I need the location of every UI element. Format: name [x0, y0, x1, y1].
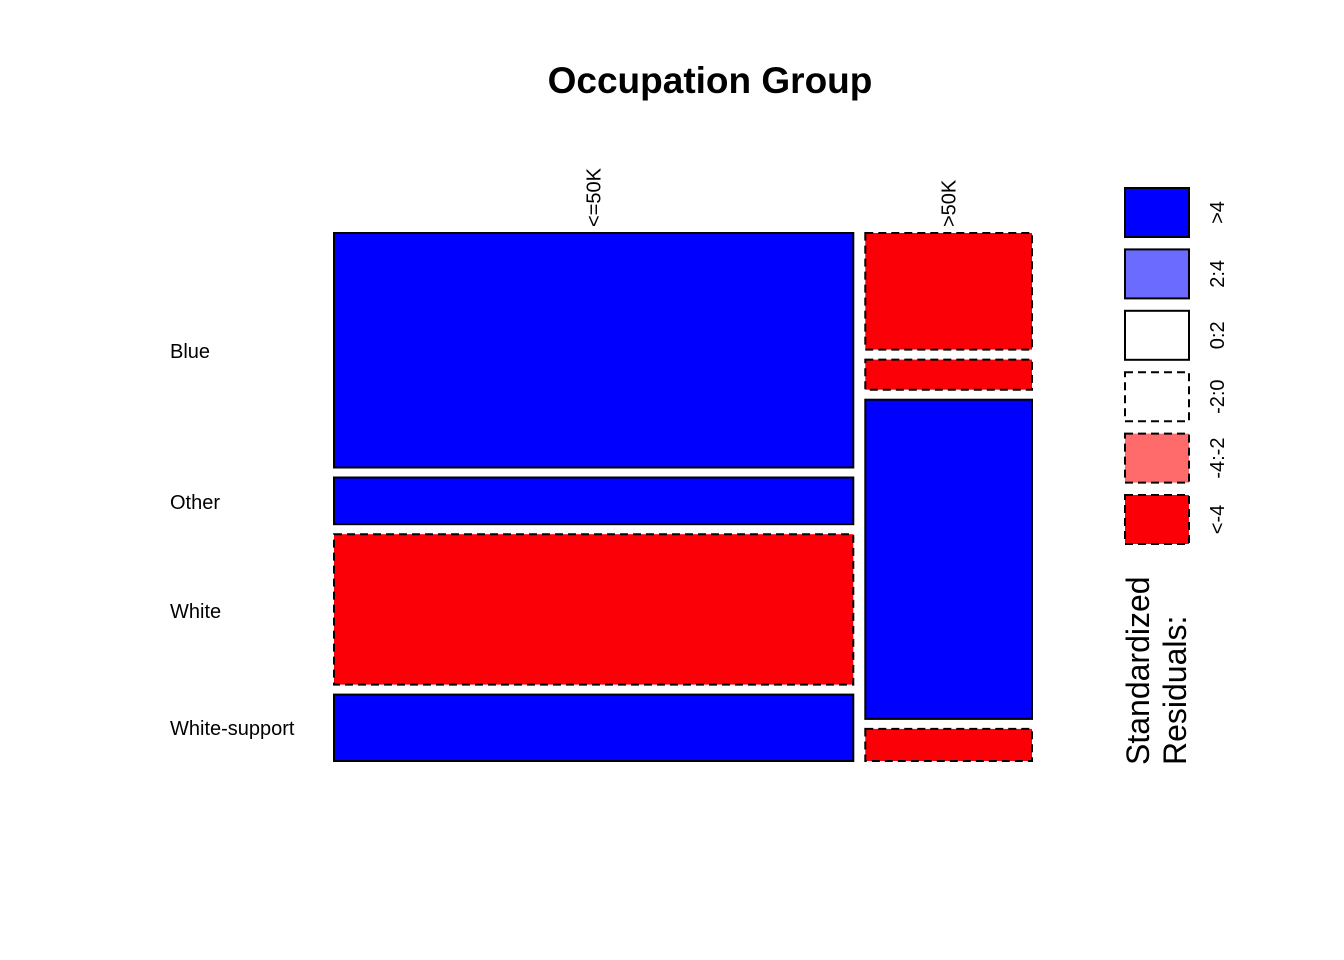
row-label-other: Other — [170, 492, 220, 514]
tile-le50k-blue — [333, 232, 855, 469]
legend-label-0: >4 — [1207, 201, 1229, 224]
tile-gt50k-white-support — [864, 727, 1033, 763]
legend-label-1: 2:4 — [1207, 260, 1229, 288]
row-label-white-support: White-support — [170, 718, 295, 740]
legend-title-line2: Residuals: — [1157, 616, 1193, 765]
legend-label-4: -4:-2 — [1207, 438, 1229, 479]
row-label-white: White — [170, 601, 221, 623]
chart-title: Occupation Group — [548, 60, 873, 101]
tile-le50k-white — [333, 533, 855, 686]
legend-key-gt4-0 — [1124, 187, 1190, 238]
legend-key-4-2-4 — [1124, 432, 1190, 484]
row-label-blue: Blue — [170, 341, 210, 363]
tile-gt50k-blue — [864, 232, 1033, 351]
tile-le50k-white-support — [333, 693, 855, 762]
column-label-gt50k: >50K — [939, 179, 961, 227]
tile-gt50k-other — [864, 358, 1033, 391]
legend-key-2-4-1 — [1124, 248, 1190, 300]
tile-gt50k-white — [864, 398, 1033, 720]
tile-le50k-other — [333, 476, 855, 526]
legend-label-3: -2:0 — [1207, 379, 1229, 413]
legend-label-2: 0:2 — [1207, 321, 1229, 349]
legend-key-lt-4-5 — [1124, 494, 1190, 545]
legend-label-5: <-4 — [1207, 505, 1229, 534]
legend-key-0-2-2 — [1124, 309, 1190, 361]
legend-key-2-0-3 — [1124, 371, 1190, 423]
legend-title-line1: Standardized — [1120, 576, 1156, 765]
column-label-le50k: <=50K — [584, 167, 606, 227]
